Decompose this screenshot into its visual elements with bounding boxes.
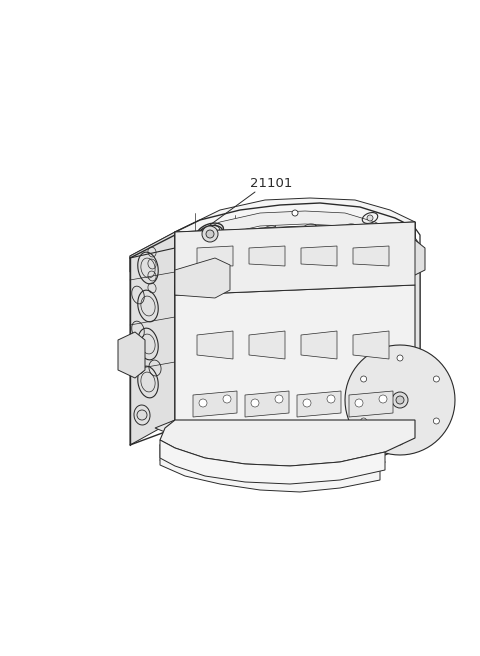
Circle shape xyxy=(275,395,283,403)
Circle shape xyxy=(360,418,367,424)
Polygon shape xyxy=(385,240,425,275)
Polygon shape xyxy=(197,246,233,266)
Polygon shape xyxy=(175,222,415,295)
Polygon shape xyxy=(160,445,380,492)
Circle shape xyxy=(388,246,392,250)
Circle shape xyxy=(206,228,214,236)
Polygon shape xyxy=(353,246,389,266)
Circle shape xyxy=(367,215,373,221)
Circle shape xyxy=(206,230,214,238)
Polygon shape xyxy=(160,440,385,484)
Circle shape xyxy=(433,418,439,424)
Polygon shape xyxy=(155,420,415,458)
Polygon shape xyxy=(301,331,337,359)
Polygon shape xyxy=(130,232,175,272)
Polygon shape xyxy=(182,226,400,262)
Polygon shape xyxy=(385,238,420,452)
Polygon shape xyxy=(349,391,393,417)
Circle shape xyxy=(348,238,352,242)
Circle shape xyxy=(433,376,439,382)
Circle shape xyxy=(202,226,218,242)
Circle shape xyxy=(303,399,311,407)
Circle shape xyxy=(137,410,147,420)
Circle shape xyxy=(392,392,408,408)
Circle shape xyxy=(379,395,387,403)
Polygon shape xyxy=(130,232,175,445)
Polygon shape xyxy=(353,331,389,359)
Circle shape xyxy=(360,376,367,382)
Polygon shape xyxy=(175,222,415,295)
Polygon shape xyxy=(175,198,415,248)
Polygon shape xyxy=(193,391,237,417)
Circle shape xyxy=(199,399,207,407)
Circle shape xyxy=(298,236,302,240)
Polygon shape xyxy=(175,258,230,298)
Polygon shape xyxy=(345,345,455,455)
Circle shape xyxy=(355,399,363,407)
Circle shape xyxy=(251,399,259,407)
Circle shape xyxy=(198,250,202,254)
Circle shape xyxy=(292,210,298,216)
Polygon shape xyxy=(297,391,341,417)
Polygon shape xyxy=(385,222,415,450)
Circle shape xyxy=(396,396,404,404)
Polygon shape xyxy=(175,285,415,430)
Polygon shape xyxy=(249,331,285,359)
Polygon shape xyxy=(118,332,145,378)
Circle shape xyxy=(327,395,335,403)
Polygon shape xyxy=(160,420,415,466)
Polygon shape xyxy=(185,211,395,252)
Text: 21101: 21101 xyxy=(250,177,292,190)
Polygon shape xyxy=(175,222,415,430)
Circle shape xyxy=(223,395,231,403)
Polygon shape xyxy=(245,391,289,417)
Polygon shape xyxy=(249,246,285,266)
Circle shape xyxy=(397,355,403,361)
Polygon shape xyxy=(160,432,380,472)
Circle shape xyxy=(248,240,252,244)
Polygon shape xyxy=(115,200,420,480)
Circle shape xyxy=(164,436,176,448)
Circle shape xyxy=(397,439,403,445)
Polygon shape xyxy=(197,331,233,359)
Polygon shape xyxy=(301,246,337,266)
Polygon shape xyxy=(175,275,415,330)
